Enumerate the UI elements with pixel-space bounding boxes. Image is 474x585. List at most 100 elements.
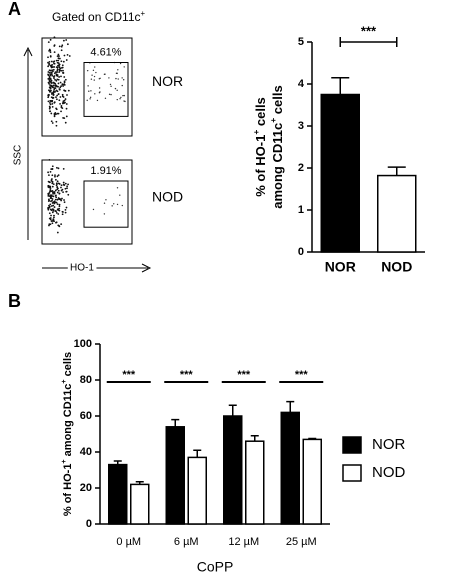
flow-event (56, 231, 59, 234)
flow-event (56, 208, 59, 211)
x-tick-label: 0 µM (116, 536, 141, 548)
flow-event (50, 73, 53, 76)
flow-event (123, 66, 125, 68)
flow-event (55, 98, 58, 101)
panel-label: A (8, 0, 21, 19)
flow-event (115, 72, 118, 75)
bar (280, 411, 300, 525)
flow-event (51, 102, 54, 105)
flow-event (103, 213, 106, 215)
bar (108, 463, 128, 525)
flow-event (47, 207, 50, 210)
arrow-head (23, 46, 33, 57)
flow-event (55, 71, 58, 74)
flow-event (57, 62, 60, 64)
gate (83, 180, 129, 228)
flow-event (60, 184, 63, 187)
flow-event (55, 166, 58, 169)
flow-event (65, 59, 68, 61)
flow-event (52, 192, 54, 195)
flow-event (55, 79, 58, 82)
flow-event (121, 84, 123, 87)
flow-event (49, 190, 51, 193)
flow-event (47, 41, 50, 44)
flow-event (55, 107, 58, 110)
flow-event (104, 97, 107, 99)
flow-event (56, 198, 59, 201)
flow-event (58, 63, 61, 66)
flow-event (54, 78, 56, 81)
flow-event (50, 220, 53, 222)
flow-event (116, 187, 119, 189)
flow-event (86, 69, 89, 72)
flow-event (58, 99, 61, 102)
flow-event (55, 124, 58, 127)
flow-event (47, 56, 49, 59)
flow-event (56, 90, 59, 93)
flow-event (49, 203, 52, 206)
flow-event (60, 49, 63, 52)
flow-event (67, 183, 70, 186)
flow-event (53, 206, 56, 208)
flow-event (58, 66, 61, 68)
flow-event (121, 204, 124, 207)
flow-event (98, 78, 101, 80)
flow-y-label: SSC (13, 145, 24, 166)
y-tick-label: 4 (298, 78, 305, 90)
flow-event (56, 68, 59, 71)
flow-event (52, 75, 55, 78)
flow-event (123, 100, 125, 102)
flow-event (111, 205, 113, 207)
flow-event (121, 77, 123, 79)
flow-event (53, 191, 55, 193)
flow-event (60, 45, 63, 48)
flow-event (51, 178, 53, 180)
significance-label: *** (295, 369, 309, 381)
flow-event (55, 184, 58, 187)
y-tick-label: 5 (298, 36, 304, 48)
flow-event (55, 120, 58, 123)
flow-event (50, 71, 53, 74)
flow-event (68, 55, 71, 57)
flow-event (49, 217, 52, 219)
flow-event (49, 110, 51, 113)
y-axis-label: % of HO-1+ cells (251, 97, 268, 197)
flow-event (117, 78, 119, 80)
flow-event (50, 168, 53, 170)
flow-event (49, 51, 52, 54)
flow-event (47, 195, 50, 197)
flow-event (115, 77, 117, 80)
flow-event (56, 203, 59, 206)
flow-event (49, 197, 52, 200)
flow-event (64, 98, 67, 100)
flow-event (61, 64, 64, 67)
flow-x-label: HO-1 (70, 263, 94, 274)
flow-event (58, 57, 61, 60)
flow-event (50, 209, 53, 212)
y-tick-label: 1 (298, 204, 304, 216)
flow-event (58, 45, 61, 48)
flow-event (48, 89, 51, 92)
flow-event (62, 60, 65, 63)
flow-event (50, 120, 53, 123)
flow-event (48, 158, 51, 161)
x-tick-label: NOD (381, 259, 412, 275)
flow-event (94, 66, 96, 68)
flow-event (63, 89, 66, 92)
flow-event (87, 85, 89, 87)
significance-bracket (339, 37, 398, 47)
flow-event (51, 222, 54, 225)
flow-event (55, 211, 58, 214)
y-tick-label: 0 (298, 246, 304, 258)
flow-event (50, 205, 53, 207)
superscript: + (60, 379, 68, 383)
flow-event (55, 96, 57, 99)
flow-event (56, 186, 59, 189)
flow-event (53, 216, 55, 219)
flow-event (62, 69, 64, 72)
superscript: + (268, 118, 278, 123)
legend-label: NOD (372, 464, 406, 481)
gate-title: Gated on CD11c+ (52, 9, 146, 25)
flow-event (47, 171, 49, 174)
flow-event (53, 62, 55, 65)
